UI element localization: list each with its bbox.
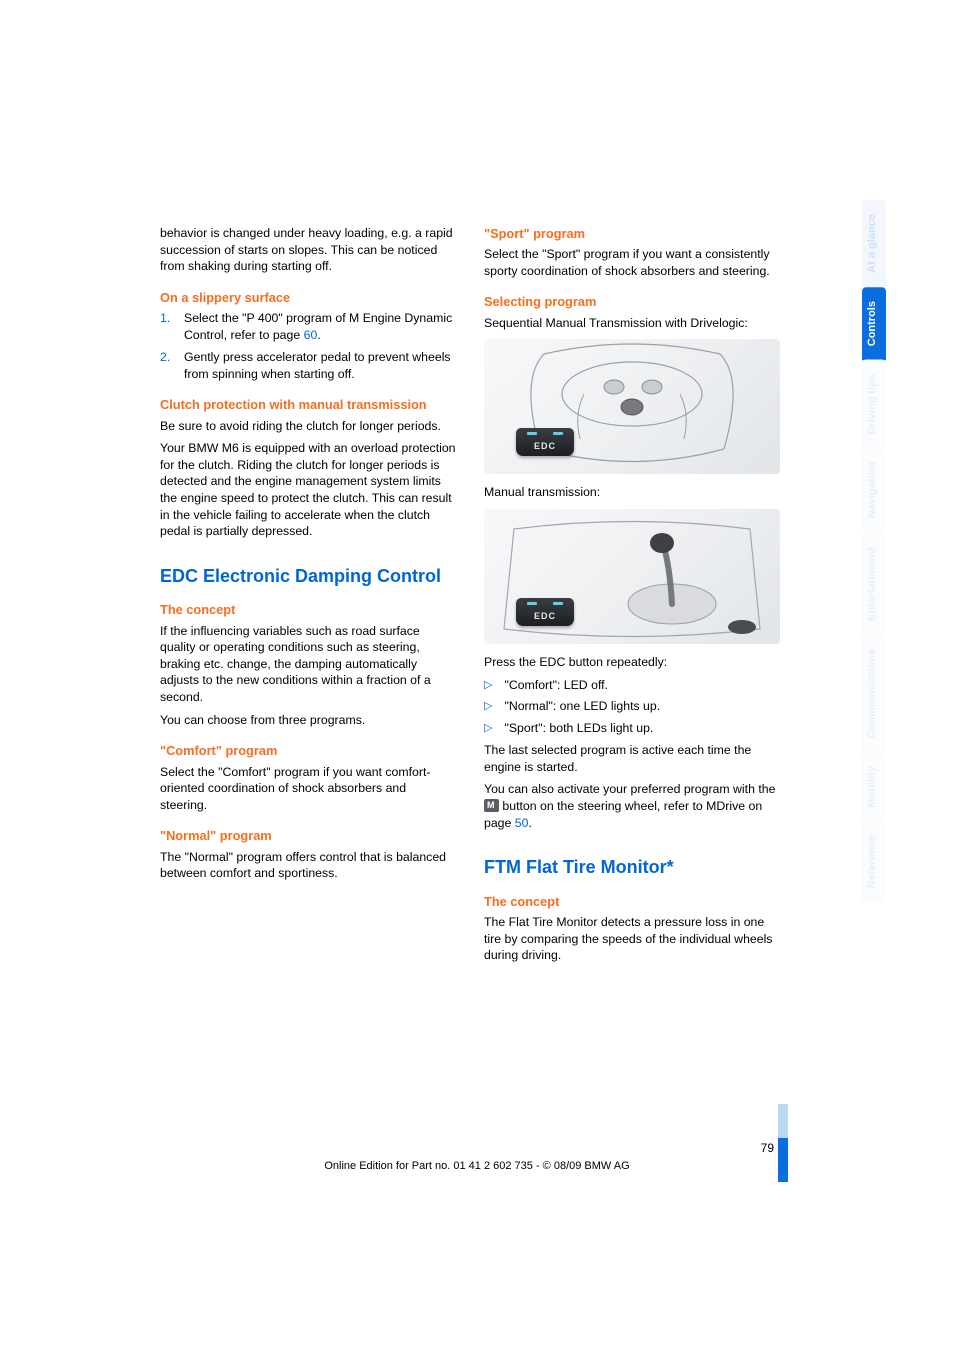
heading-sport: "Sport" program: [484, 225, 780, 242]
clutch-p1: Be sure to avoid riding the clutch for l…: [160, 418, 456, 435]
heading-slippery: On a slippery surface: [160, 289, 456, 306]
press-p: Press the EDC button repeatedly:: [484, 654, 780, 671]
list-item: "Comfort": LED off.: [504, 677, 608, 694]
tab-controls[interactable]: Controls: [862, 287, 886, 360]
triangle-icon: ▷: [484, 720, 492, 737]
heading-normal: "Normal" program: [160, 827, 456, 844]
sport-p: Select the "Sport" program if you want a…: [484, 246, 780, 279]
heading-ftm-concept: The concept: [484, 893, 780, 910]
page-number: 79: [761, 1141, 774, 1155]
list-item-text: Gently press accelerator pedal to preven…: [184, 349, 456, 382]
list-item: "Sport": both LEDs light up.: [504, 720, 653, 737]
ftm-concept-p: The Flat Tire Monitor detects a pressure…: [484, 914, 780, 964]
heading-selecting: Selecting program: [484, 293, 780, 310]
tab-reference[interactable]: Reference: [862, 821, 886, 902]
heading-ftm: FTM Flat Tire Monitor*: [484, 857, 780, 879]
triangle-icon: ▷: [484, 698, 492, 715]
left-column: behavior is changed under heavy loading,…: [160, 225, 456, 970]
right-column: "Sport" program Select the "Sport" progr…: [484, 225, 780, 970]
slippery-list: 1. Select the "P 400" program of M Engin…: [160, 310, 456, 382]
edc-button-label: EDC: [516, 610, 574, 622]
edc-button-graphic: EDC: [516, 598, 574, 626]
tab-driving-tips[interactable]: Driving tips: [862, 360, 886, 449]
m-button-icon: [484, 799, 499, 812]
list-item: "Normal": one LED lights up.: [504, 698, 660, 715]
select-p1: Sequential Manual Transmission with Driv…: [484, 315, 780, 332]
list-item-text: Select the "P 400" program of M Engine D…: [184, 310, 456, 343]
heading-concept: The concept: [160, 601, 456, 618]
normal-p: The "Normal" program offers control that…: [160, 849, 456, 882]
page-link-50[interactable]: 50: [515, 816, 529, 830]
edc-button-graphic: EDC: [516, 428, 574, 456]
footer-text: Online Edition for Part no. 01 41 2 602 …: [0, 1160, 954, 1172]
heading-comfort: "Comfort" program: [160, 742, 456, 759]
page-link-60[interactable]: 60: [304, 328, 318, 342]
page-content: behavior is changed under heavy loading,…: [160, 225, 780, 970]
tab-entertainment[interactable]: Entertainment: [862, 533, 886, 635]
concept-p2: You can choose from three programs.: [160, 712, 456, 729]
intro-text: behavior is changed under heavy loading,…: [160, 225, 456, 275]
figure-manual: EDC: [484, 509, 780, 644]
edc-button-label: EDC: [516, 440, 574, 452]
mdrive-p: You can also activate your preferred pro…: [484, 781, 780, 831]
comfort-p: Select the "Comfort" program if you want…: [160, 764, 456, 814]
figure-smg: EDC: [484, 339, 780, 474]
tab-at-a-glance[interactable]: At a glance: [862, 200, 886, 287]
list-number: 1.: [160, 310, 174, 343]
side-tabs: At a glance Controls Driving tips Naviga…: [862, 200, 886, 903]
tab-communications[interactable]: Communications: [862, 635, 886, 752]
after-p: The last selected program is active each…: [484, 742, 780, 775]
triangle-icon: ▷: [484, 677, 492, 694]
list-number: 2.: [160, 349, 174, 382]
program-list: ▷ "Comfort": LED off. ▷ "Normal": one LED …: [484, 677, 780, 737]
concept-p1: If the influencing variables such as roa…: [160, 623, 456, 706]
heading-edc: EDC Electronic Damping Control: [160, 566, 456, 588]
clutch-p2: Your BMW M6 is equipped with an overload…: [160, 440, 456, 540]
heading-clutch: Clutch protection with manual transmissi…: [160, 396, 456, 413]
manual-caption: Manual transmission:: [484, 484, 780, 501]
tab-navigation[interactable]: Navigation: [862, 448, 886, 532]
tab-mobility[interactable]: Mobility: [862, 752, 886, 822]
